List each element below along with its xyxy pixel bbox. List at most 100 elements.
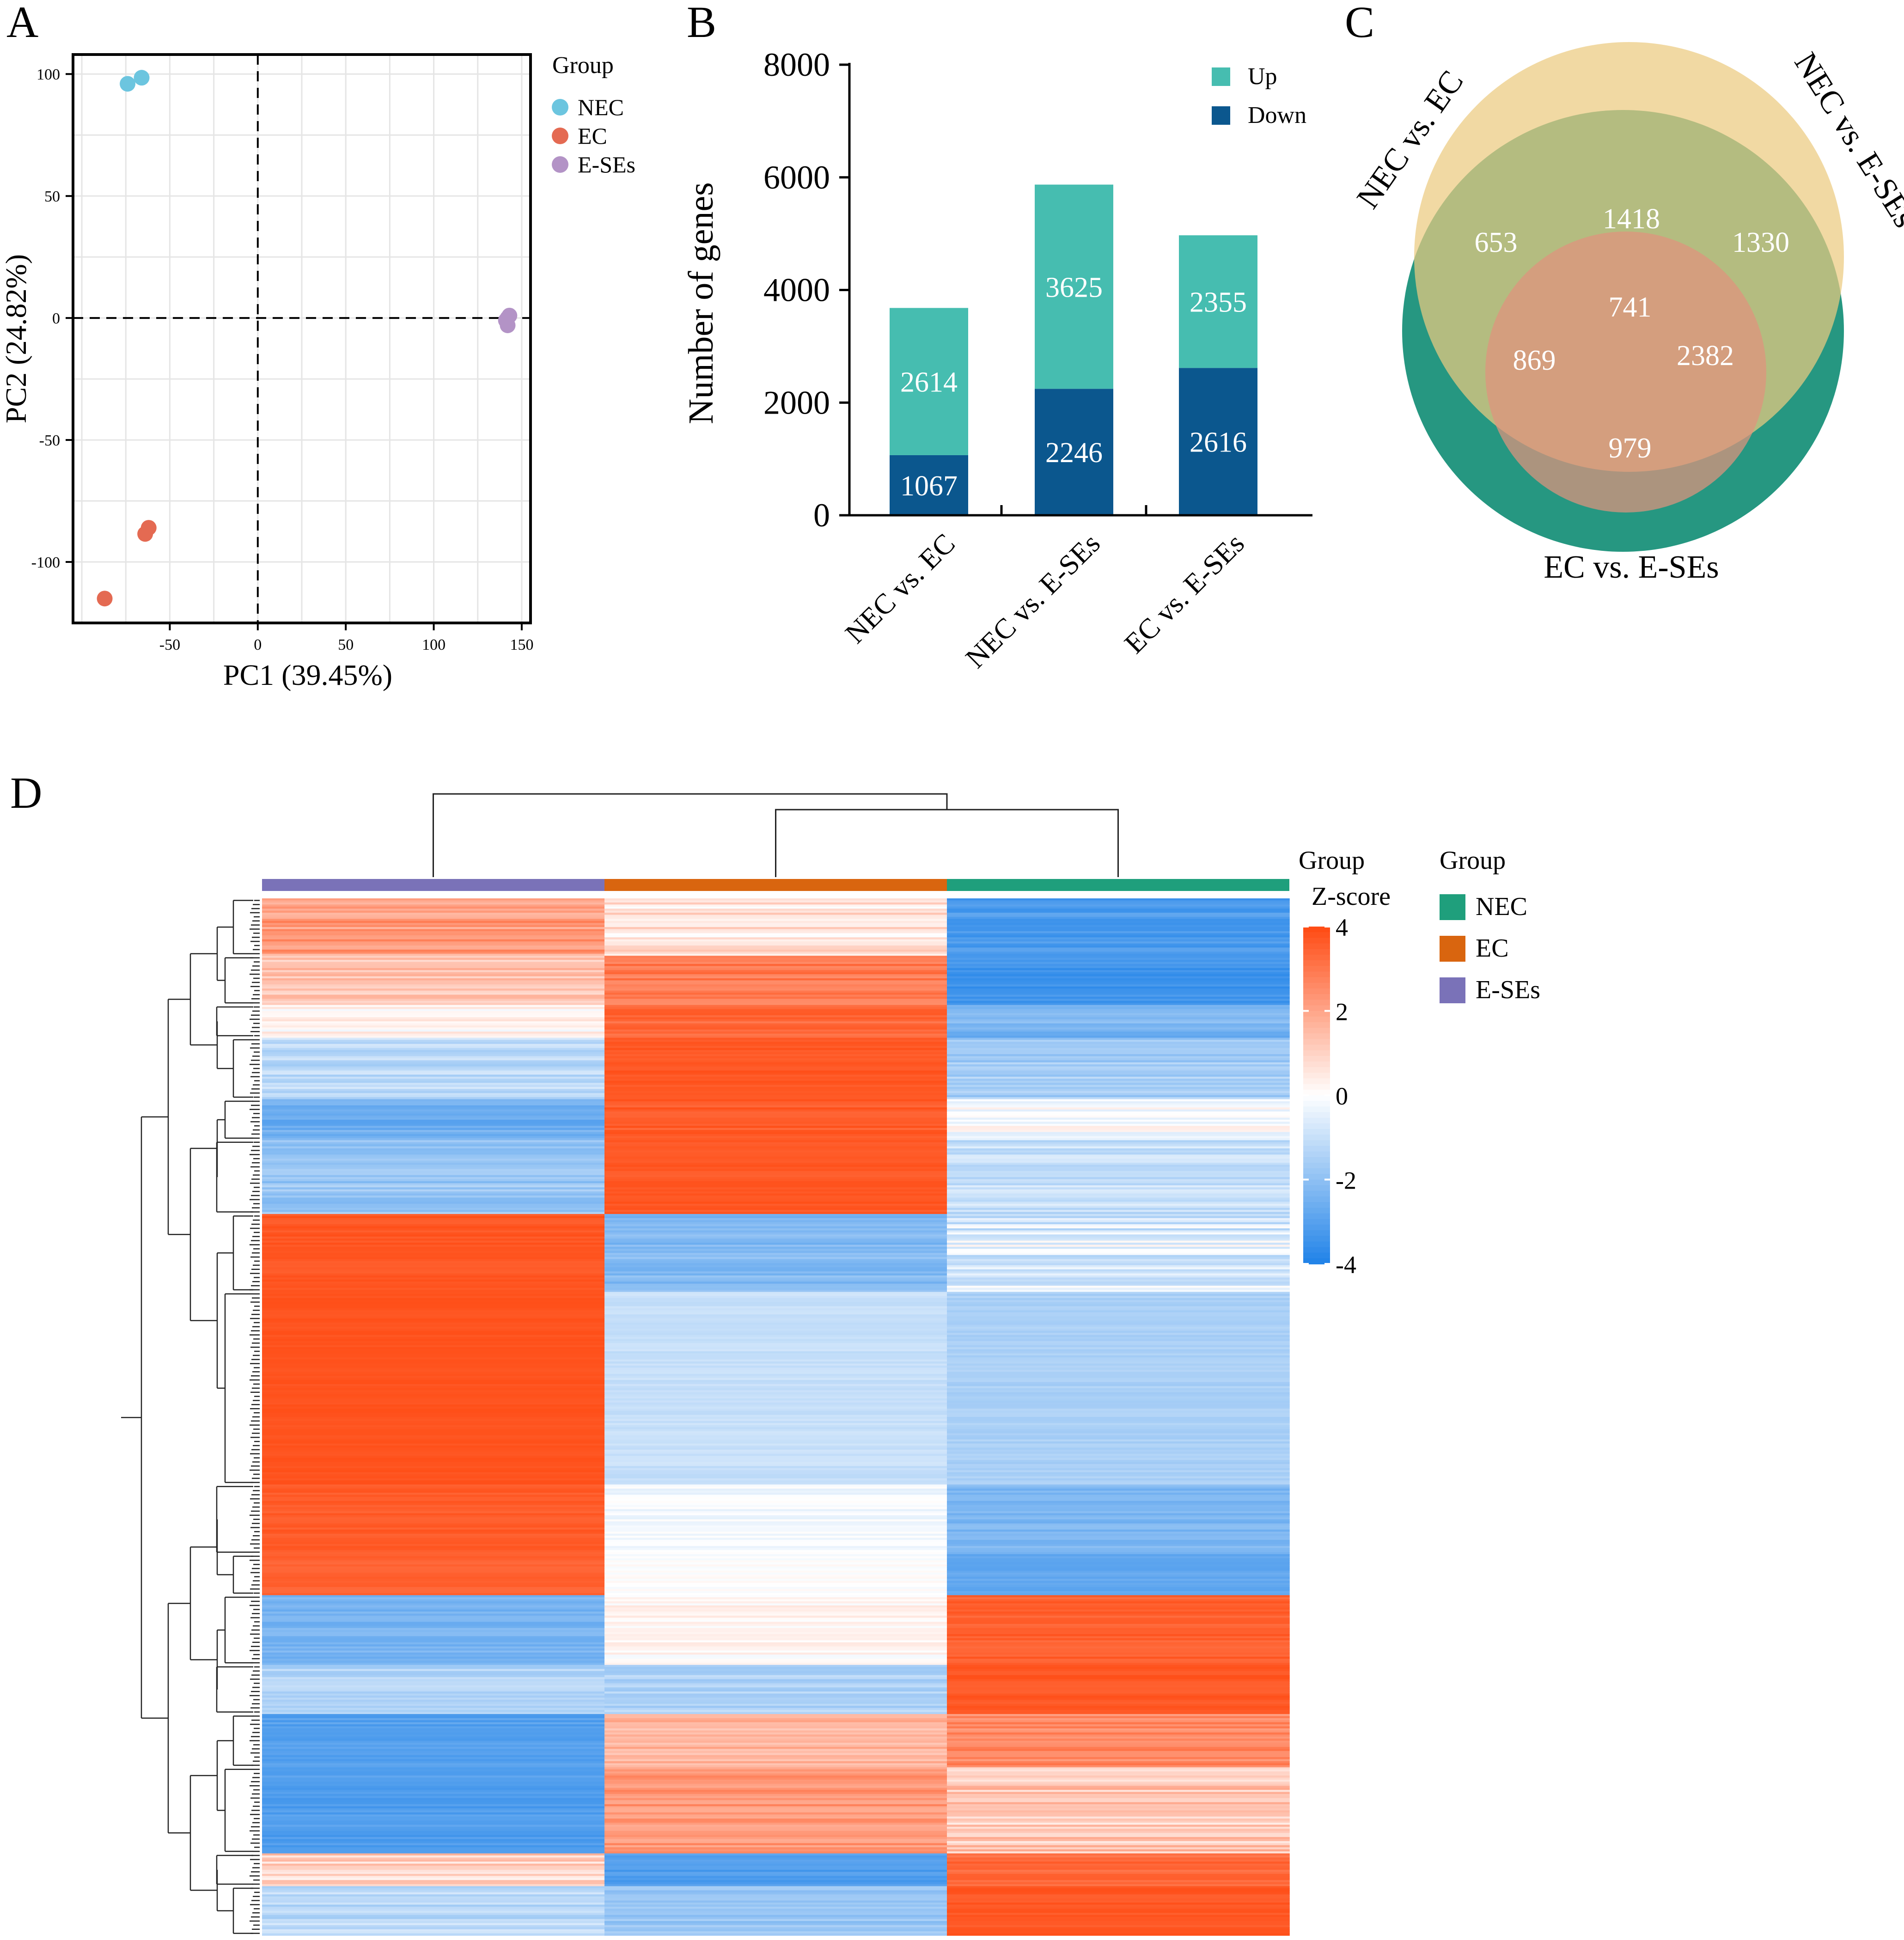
pca-x-tick-label: 50 — [338, 636, 354, 653]
heatmap-cell-nec — [947, 1763, 1290, 1766]
heatmap-cell-ec — [604, 1359, 947, 1362]
heatmap-cell-e-ses — [262, 1212, 605, 1214]
heatmap-cell-nec — [947, 1656, 1290, 1659]
heatmap-cell-e-ses — [262, 1542, 605, 1544]
heatmap-cell-e-ses — [262, 1144, 605, 1147]
heatmap-cell-nec — [947, 1623, 1290, 1627]
heatmap-cell-nec — [947, 1824, 1290, 1827]
heatmap-cell-e-ses — [262, 1415, 605, 1417]
heatmap-cell-nec — [947, 1755, 1290, 1757]
heatmap-cell-ec — [604, 1277, 947, 1280]
heatmap-cell-ec — [604, 1841, 947, 1844]
heatmap-cell-ec — [604, 1234, 947, 1237]
heatmap-cell-nec — [947, 1456, 1290, 1458]
heatmap-cell-e-ses — [262, 1599, 605, 1602]
heatmap-cell-ec — [604, 1837, 947, 1840]
heatmap-cell-nec — [947, 1632, 1290, 1635]
heatmap-cell-e-ses — [262, 1603, 605, 1606]
heatmap-cell-ec — [604, 1173, 947, 1176]
heatmap-cell-ec — [604, 1095, 947, 1098]
heatmap-cell-e-ses — [262, 1359, 605, 1362]
heatmap-cell-ec — [604, 980, 947, 983]
heatmap-cell-e-ses — [262, 1812, 605, 1815]
heatmap-cell-ec — [604, 1579, 947, 1581]
heatmap-cell-e-ses — [262, 941, 605, 944]
heatmap-cell-nec — [947, 1134, 1290, 1137]
heatmap-cell-e-ses — [262, 1243, 605, 1245]
heatmap-cell-nec — [947, 1140, 1290, 1143]
bar-up-value-label: 2355 — [1190, 287, 1247, 318]
heatmap-cell-ec — [604, 1265, 947, 1268]
heatmap-cell-e-ses — [262, 1769, 605, 1772]
heatmap-cell-e-ses — [262, 1830, 605, 1834]
heatmap-cell-nec — [947, 1347, 1290, 1350]
zscore-scale-segment — [1303, 1101, 1330, 1107]
heatmap-cell-e-ses — [262, 1179, 605, 1182]
heatmap-cell-ec — [604, 898, 947, 901]
column-dendrogram — [433, 793, 1119, 877]
panel-label-a: A — [6, 0, 38, 47]
heatmap-cell-nec — [947, 1251, 1290, 1254]
heatmap-cell-ec — [604, 1460, 947, 1463]
heatmap-cell-ec — [604, 1218, 947, 1221]
heatmap-cell-nec — [947, 1214, 1290, 1217]
heatmap-cell-ec — [604, 964, 947, 967]
heatmap-cell-nec — [947, 1286, 1290, 1288]
heatmap-cell-ec — [604, 1372, 947, 1374]
pca-legend-swatch-nec — [552, 99, 568, 116]
heatmap-cell-e-ses — [262, 1134, 605, 1137]
pca-legend-title: Group — [552, 52, 614, 79]
heatmap-cell-nec — [947, 1068, 1290, 1071]
heatmap-cell-nec — [947, 1306, 1290, 1309]
heatmap-cell-e-ses — [262, 1048, 605, 1050]
heatmap-cell-ec — [604, 1622, 947, 1624]
heatmap-cell-nec — [947, 1529, 1290, 1532]
heatmap-cell-e-ses — [262, 1814, 605, 1817]
pca-x-tick-label: 0 — [254, 636, 262, 653]
zscore-tick-label: 0 — [1336, 1082, 1348, 1110]
heatmap-cell-e-ses — [262, 1623, 605, 1627]
heatmap-cell-ec — [604, 1326, 947, 1330]
heatmap-cell-nec — [947, 1003, 1290, 1006]
heatmap-cell-ec — [604, 1570, 947, 1573]
heatmap-cell-e-ses — [262, 1005, 605, 1007]
pca-y-tick-label: -100 — [31, 554, 60, 571]
heatmap-cell-nec — [947, 1312, 1290, 1315]
heatmap-cell-nec — [947, 1505, 1290, 1507]
heatmap-cell-nec — [947, 1527, 1290, 1530]
heatmap-cell-ec — [604, 1808, 947, 1811]
heatmap-cell-ec — [604, 1909, 947, 1911]
heatmap-cell-nec — [947, 1117, 1290, 1120]
heatmap-cell-ec — [604, 1304, 947, 1307]
heatmap-cell-ec — [604, 1648, 947, 1651]
pca-y-tick-label: 50 — [44, 188, 60, 205]
heatmap-cell-e-ses — [262, 1777, 605, 1780]
zscore-color-scale: 420-2-4 — [1303, 914, 1356, 1279]
heatmap-cell-nec — [947, 1277, 1290, 1280]
heatmap-cell-nec — [947, 1033, 1290, 1036]
heatmap-cell-nec — [947, 956, 1290, 958]
heatmap-cell-e-ses — [262, 1079, 605, 1081]
heatmap-cell-e-ses — [262, 993, 605, 995]
heatmap-cell-ec — [604, 1238, 947, 1241]
heatmap-cell-ec — [604, 1130, 947, 1133]
heatmap-cell-ec — [604, 1767, 947, 1770]
heatmap-cell-ec — [604, 933, 947, 936]
heatmap-cell-e-ses — [262, 1710, 605, 1713]
heatmap-cell-nec — [947, 1562, 1290, 1565]
heatmap-cell-ec — [604, 1667, 947, 1670]
heatmap-cell-nec — [947, 1923, 1290, 1926]
heatmap-cell-nec — [947, 1255, 1290, 1257]
heatmap-cell-ec — [604, 1208, 947, 1210]
heatmap-cell-ec — [604, 1199, 947, 1202]
heatmap-cell-nec — [947, 1046, 1290, 1049]
heatmap-cell-ec — [604, 1367, 947, 1370]
heatmap-cell-nec — [947, 1489, 1290, 1491]
zscore-scale-segment — [1303, 1033, 1330, 1040]
heatmap-cell-e-ses — [262, 902, 605, 905]
heatmap-cell-ec — [604, 958, 947, 960]
heatmap-cell-nec — [947, 1238, 1290, 1241]
heatmap-cell-nec — [947, 1525, 1290, 1528]
heatmap-cell-e-ses — [262, 1300, 605, 1303]
heatmap-cell-e-ses — [262, 1437, 605, 1440]
